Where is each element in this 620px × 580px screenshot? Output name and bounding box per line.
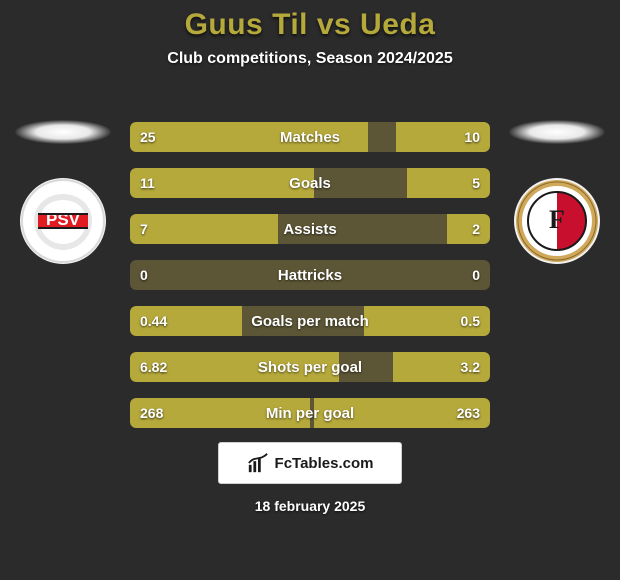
stat-value-left: 0	[130, 260, 158, 290]
stat-label: Matches	[130, 122, 490, 152]
stat-value-right: 0.5	[451, 306, 490, 336]
stat-bars: Matches25 10 Goals11 5 Assists7 2 Hattricks0 0 G…	[130, 122, 490, 444]
comparison-card: Guus Til vs Ueda Club competitions, Seas…	[0, 0, 620, 580]
subtitle: Club competitions, Season 2024/2025	[0, 50, 620, 68]
stat-row: Assists7 2	[130, 214, 490, 244]
svg-text:F: F	[549, 205, 565, 234]
stat-row: Shots per goal6.82 3.2	[130, 352, 490, 382]
stat-row: Hattricks0 0	[130, 260, 490, 290]
brand-box[interactable]: FcTables.com	[218, 442, 402, 484]
stat-label: Goals per match	[130, 306, 490, 336]
stat-row: Goals11 5	[130, 168, 490, 198]
psv-crest-icon: PSV	[20, 178, 106, 264]
stat-value-right: 5	[462, 168, 490, 198]
stat-label: Assists	[130, 214, 490, 244]
halo-ellipse	[509, 120, 605, 144]
stat-value-left: 11	[130, 168, 165, 198]
stat-value-left: 7	[130, 214, 158, 244]
stat-row: Matches25 10	[130, 122, 490, 152]
fctables-logo-icon	[247, 452, 269, 474]
team-right-crest: F	[514, 178, 600, 264]
brand-text: FcTables.com	[275, 455, 374, 472]
stat-label: Min per goal	[130, 398, 490, 428]
stat-value-left: 0.44	[130, 306, 177, 336]
date-text: 18 february 2025	[0, 498, 620, 514]
feyenoord-crest-icon: F	[514, 178, 600, 264]
stat-value-right: 263	[447, 398, 490, 428]
stat-label: Shots per goal	[130, 352, 490, 382]
stat-value-right: 3.2	[451, 352, 490, 382]
team-left-column: PSV	[8, 120, 118, 264]
page-title: Guus Til vs Ueda	[0, 0, 620, 42]
stat-value-left: 268	[130, 398, 173, 428]
stat-label: Hattricks	[130, 260, 490, 290]
stat-label: Goals	[130, 168, 490, 198]
stat-row: Min per goal268 263	[130, 398, 490, 428]
svg-text:PSV: PSV	[46, 210, 81, 229]
stat-value-right: 10	[454, 122, 490, 152]
stat-value-left: 25	[130, 122, 166, 152]
halo-ellipse	[15, 120, 111, 144]
stat-row: Goals per match0.44 0.5	[130, 306, 490, 336]
stat-value-right: 2	[462, 214, 490, 244]
stat-value-left: 6.82	[130, 352, 177, 382]
team-left-crest: PSV	[20, 178, 106, 264]
stat-value-right: 0	[462, 260, 490, 290]
team-right-column: F	[502, 120, 612, 264]
